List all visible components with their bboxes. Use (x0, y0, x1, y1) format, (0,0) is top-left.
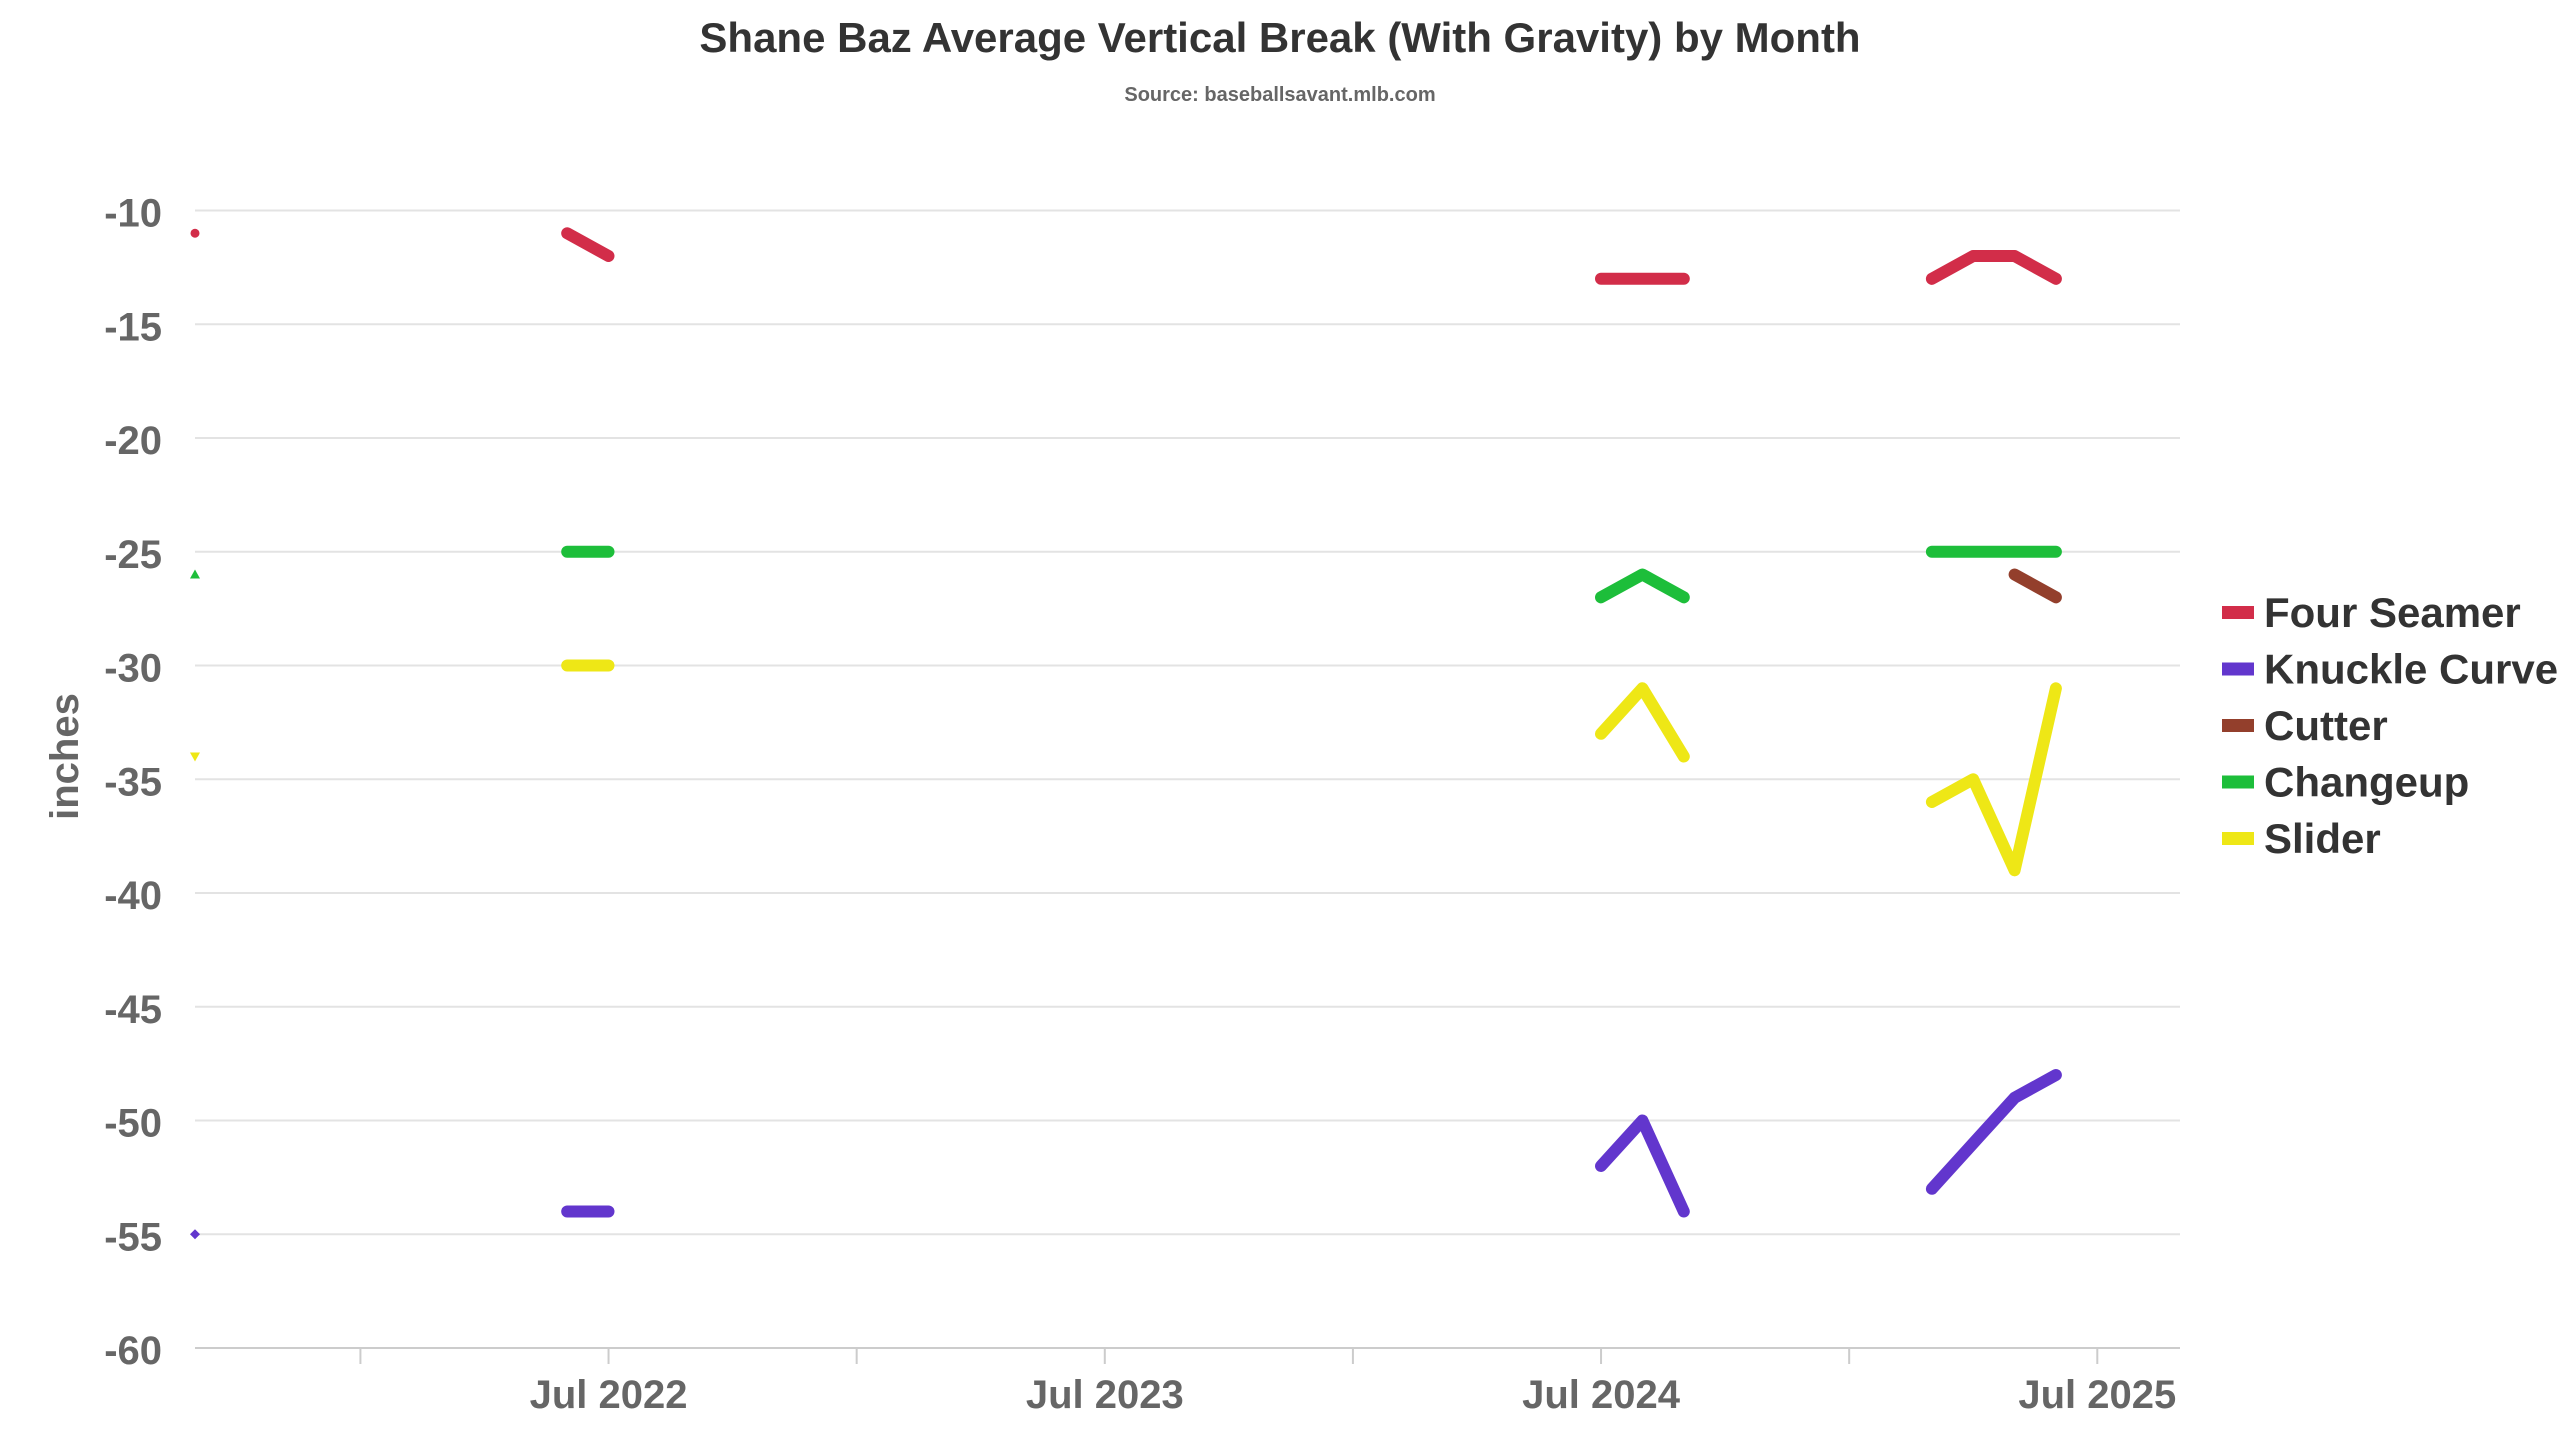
legend-label: Knuckle Curve (2264, 646, 2558, 693)
series-knuckle-curve (190, 1069, 2062, 1240)
legend-item-cutter: Cutter (2222, 702, 2388, 749)
chart-title: Shane Baz Average Vertical Break (With G… (699, 14, 1861, 61)
legend: Four Seamer Knuckle Curve Cutter Changeup Sl… (2222, 589, 2558, 862)
legend-item-knuckle-curve: Knuckle Curve (2222, 646, 2558, 693)
legend-label: Four Seamer (2264, 589, 2521, 636)
y-axis: -10 -15 -20 -25 -30 -35 -40 -45 -50 -55 -60 (104, 192, 162, 1374)
legend-item-four-seamer: Four Seamer (2222, 589, 2521, 636)
y-tick-label: -60 (104, 1329, 162, 1373)
legend-label: Changeup (2264, 759, 2469, 806)
legend-swatch (2222, 775, 2254, 789)
y-tick-label: -40 (104, 874, 162, 918)
data-point (190, 569, 200, 579)
legend-swatch (2222, 662, 2254, 676)
data-point (190, 752, 200, 762)
series-four-seamer (190, 227, 2062, 285)
legend-label: Slider (2264, 815, 2381, 862)
legend-swatch (2222, 719, 2254, 732)
x-axis: Jul 2022 Jul 2023 Jul 2024 Jul 2025 (195, 1347, 2180, 1417)
y-tick-label: -25 (104, 533, 162, 577)
y-tick-label: -50 (104, 1102, 162, 1146)
y-tick-label: -20 (104, 419, 162, 463)
series-line (1925, 682, 2062, 877)
series-line (1595, 1114, 1690, 1218)
x-tick-label: Jul 2022 (530, 1373, 688, 1417)
legend-label: Cutter (2264, 702, 2388, 749)
series-line (1925, 250, 2062, 285)
x-tick-label: Jul 2023 (1026, 1373, 1184, 1417)
plot-area (190, 227, 2062, 1240)
x-tick-label: Jul 2024 (1522, 1373, 1681, 1417)
series-cutter (2008, 568, 2062, 604)
gridlines (195, 209, 2180, 1349)
series-line (1595, 568, 1690, 604)
y-tick-label: -10 (104, 192, 162, 236)
legend-item-changeup: Changeup (2222, 759, 2469, 806)
legend-swatch (2222, 832, 2254, 845)
y-tick-label: -45 (104, 988, 162, 1032)
series-line (1595, 682, 1690, 763)
y-tick-label: -55 (104, 1215, 162, 1259)
y-axis-label: inches (43, 693, 87, 820)
y-tick-label: -30 (104, 647, 162, 691)
y-tick-label: -35 (104, 760, 162, 804)
data-point (190, 228, 200, 238)
x-tick-label: Jul 2025 (2018, 1373, 2176, 1417)
legend-item-slider: Slider (2222, 815, 2381, 862)
series-slider (190, 659, 2062, 877)
series-changeup (190, 545, 2062, 604)
chart-subtitle: Source: baseballsavant.mlb.com (1124, 84, 1436, 106)
data-point (190, 1229, 200, 1240)
series-line (561, 227, 615, 262)
legend-swatch (2222, 606, 2254, 619)
series-line (2008, 568, 2062, 604)
series-line (1925, 1069, 2062, 1195)
y-tick-label: -15 (104, 305, 162, 349)
